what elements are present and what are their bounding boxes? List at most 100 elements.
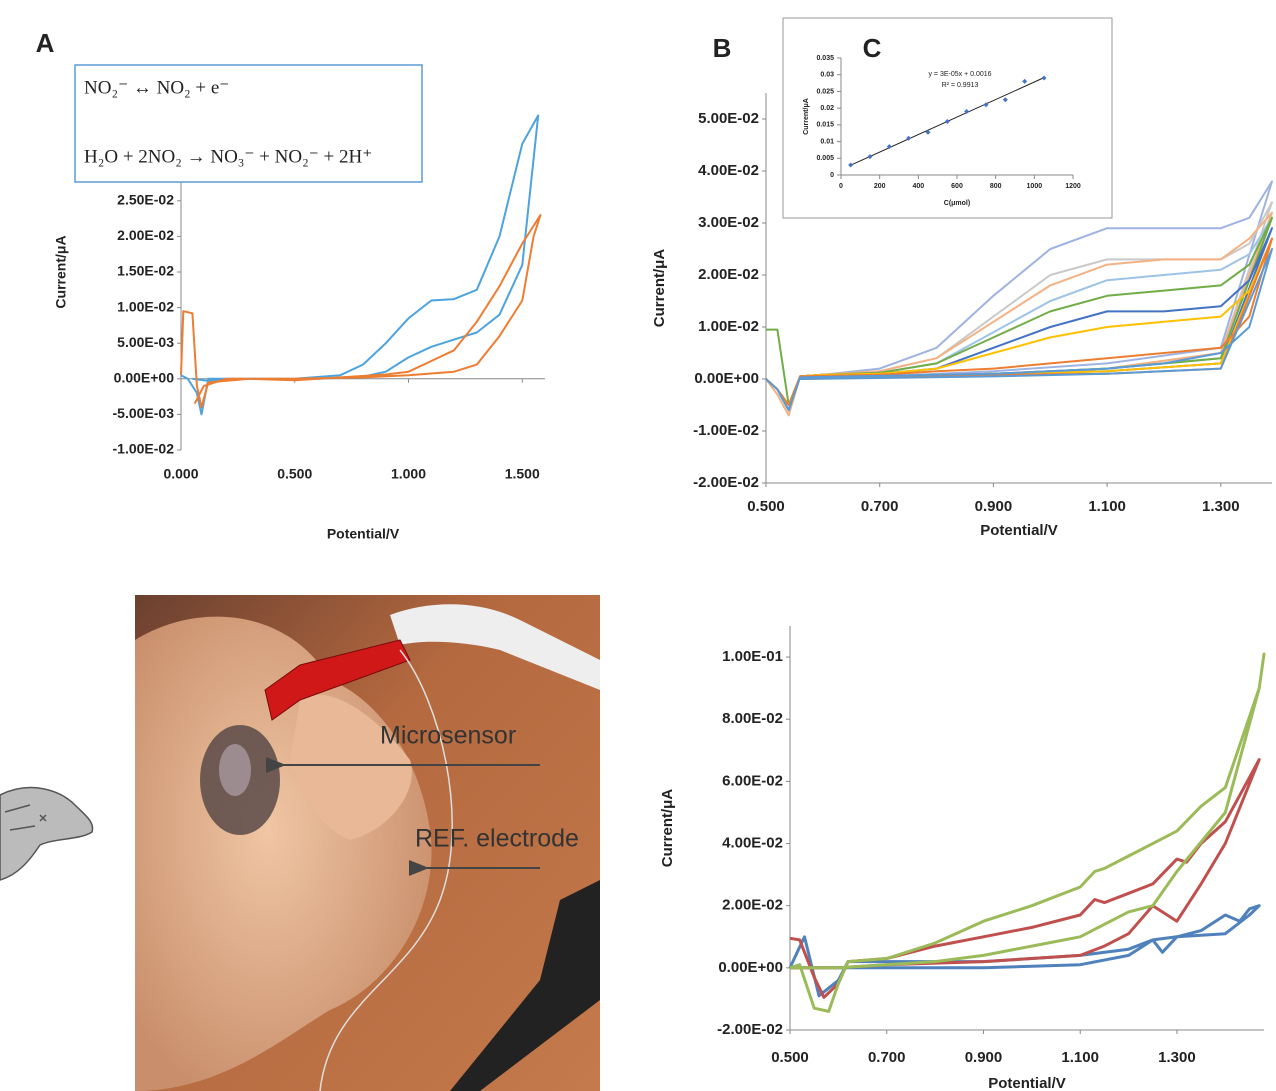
y-tick-label: 0.00E+00 [694,370,759,387]
y-tick-label: 2.50E-02 [117,192,174,208]
y-tick-label: 3.00E-02 [698,214,759,231]
panel-c: 0 0.005 0.01 0.015 0.02 0.025 0.03 0.035 0 200 400… [803,33,1081,207]
x-tick-label: 0 [839,183,843,190]
panel-label: C [863,33,882,63]
y-tick-label: -2.00E-02 [693,474,759,491]
y-tick-label: -2.00E-02 [717,1021,783,1038]
y-tick-label: 1.00E-02 [117,298,174,314]
series-line [765,237,1273,406]
x-tick-label: 0.500 [277,466,312,482]
y-tick-label: 0.01 [820,138,834,145]
y-tick-label: 0.02 [820,105,834,112]
annotation: y = 3E-05x + 0.0016 [928,71,991,78]
x-tick-label: 0.900 [965,1049,1003,1066]
series-line [765,211,1273,417]
y-tick-label: 1.00E-01 [722,648,783,665]
x-tick-label: 0.000 [163,466,198,482]
y-tick-label: 0.00E+00 [718,959,783,976]
y-tick-label: -5.00E-03 [113,405,175,421]
cable [390,604,600,690]
series-line [789,652,1266,1013]
black-clip [450,880,600,1091]
y-tick-label: 4.00E-02 [698,162,759,179]
red-clip [264,639,411,721]
x-axis-title: C(μmol) [944,200,970,207]
x-tick-label: 200 [874,183,886,190]
x-tick-label: 0.700 [861,498,899,515]
y-tick-label: 0.005 [816,155,834,162]
point [1022,78,1028,84]
y-tick-label: 1.00E-02 [698,318,759,335]
point [925,129,931,135]
point [983,102,989,108]
y-tick-label: 8.00E-02 [722,710,783,727]
x-tick-label: 1.100 [1061,1049,1099,1066]
y-tick-label: 4.00E-02 [722,835,783,852]
x-tick-label: 0.900 [975,498,1013,515]
hand-sketch [0,786,94,881]
series-line [788,904,1261,998]
equation: NO₂⁻ ↔ NO₂ + e⁻ [84,77,229,98]
x-tick-label: 1.000 [391,466,426,482]
y-tick-label: 0.025 [816,88,834,95]
y-tick-label: 0.035 [816,55,834,62]
electrode-tip [219,744,251,796]
x-tick-label: 600 [951,183,963,190]
y-tick-label: 0.03 [820,72,834,79]
point [1041,75,1047,81]
inset-box [782,17,1113,219]
panel-label: B [713,33,732,63]
y-tick-label: 2.00E-02 [698,266,759,283]
series-line [765,237,1273,406]
panel-a: -1.00E-02 -5.00E-03 0.00E+00 5.00E-03 1.00E-… [36,28,545,542]
y-axis-title: Current/μA [53,235,69,308]
y-tick-label: 1.50E-02 [117,263,174,279]
y-tick-label: 5.00E-03 [117,334,174,350]
x-axis-title: Potential/V [327,526,400,542]
x-tick-label: 1.500 [505,466,540,482]
y-tick-label: 0.015 [816,122,834,129]
x-tick-label: 400 [912,183,924,190]
y-tick-label: -1.00E-02 [113,441,175,457]
y-tick-label: 2.00E-02 [722,897,783,914]
x-tick-label: 1.100 [1088,498,1126,515]
y-axis-title: Current/μA [651,249,668,328]
annotation: R² = 0.9913 [942,82,979,89]
point [1002,97,1008,103]
equation-box: NO₂⁻ ↔ NO₂ + e⁻ H₂O + 2NO₂ → NO₃⁻ + NO₂⁻… [74,64,423,183]
x-axis-title: Potential/V [988,1075,1066,1091]
y-tick-label: 5.00E-02 [698,110,759,127]
x-tick-label: 800 [990,183,1002,190]
x-axis-title: Potential/V [980,522,1058,539]
y-tick-label: -1.00E-02 [693,422,759,439]
point [964,108,970,114]
panel-label: A [36,28,55,58]
panel-b: -2.00E-02 -1.00E-02 0.00E+00 1.00E-02 2.00E-… [651,33,1273,539]
equation: H₂O + 2NO₂ → NO₃⁻ + NO₂⁻ + 2H⁺ [84,146,372,167]
x-tick-label: 0.700 [868,1049,906,1066]
series-line [765,248,1273,412]
panel-d: -2.00E-02 0.00E+00 2.00E-02 4.00E-02 6.00E-0… [659,626,1266,1091]
point [848,162,854,168]
box-frame [74,64,423,183]
y-tick-label: 0 [830,172,834,179]
y-axis-title: Current/μA [803,98,810,135]
y-tick-label: 0.00E+00 [114,370,175,386]
y-tick-label: 6.00E-02 [722,772,783,789]
x-tick-label: 1000 [1027,183,1043,190]
sketch-detail [4,804,47,831]
point [906,135,912,141]
x-tick-label: 0.500 [747,498,785,515]
photo-label: REF. electrode [415,825,579,853]
point [867,154,873,160]
x-tick-label: 0.500 [771,1049,809,1066]
series-line [765,216,1273,412]
x-tick-label: 1.300 [1202,498,1240,515]
photo: Microsensor REF. electrode [0,595,600,1091]
y-tick-label: 2.00E-02 [117,227,174,243]
point [944,119,950,125]
photo-label: Microsensor [380,722,516,750]
series-line [180,214,542,409]
